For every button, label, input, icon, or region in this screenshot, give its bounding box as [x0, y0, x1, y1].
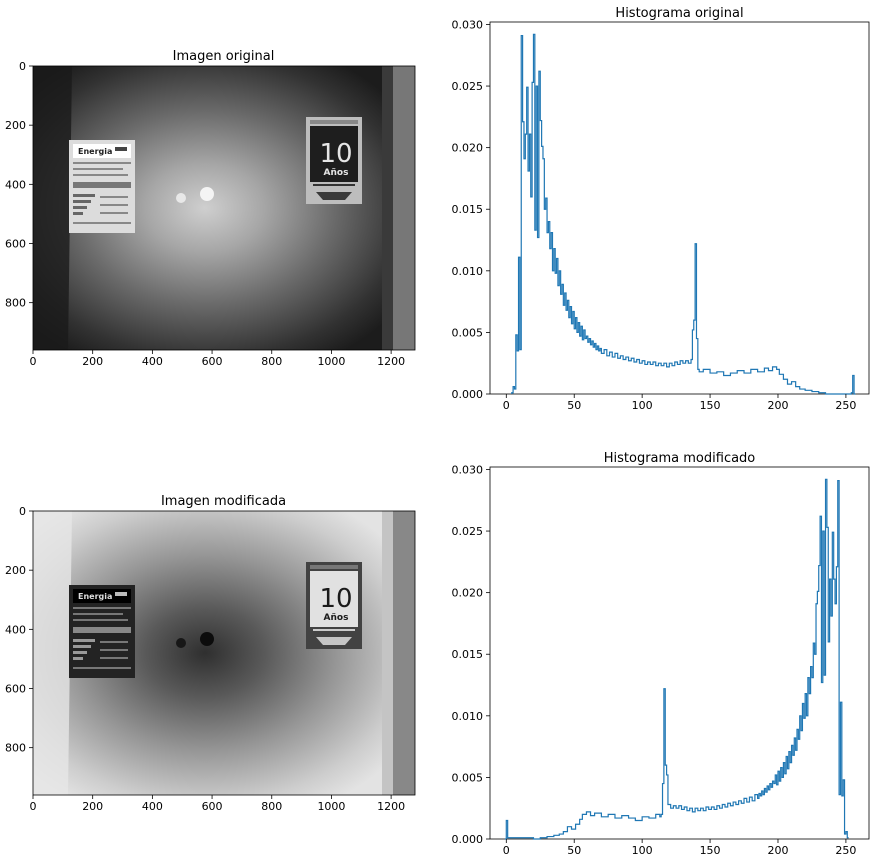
xtick-label: 50: [567, 844, 581, 857]
ytick-label: 0: [19, 60, 26, 73]
xtick-label: 800: [261, 800, 282, 813]
xtick-label: 1000: [317, 800, 345, 813]
xtick-label: 600: [202, 800, 223, 813]
original-image-ticks: 0 200 400 600 800 1000 1200 0 200 400 600 800: [5, 60, 405, 368]
original-histogram-frame: [489, 21, 870, 395]
energy-label-inverted: Energia: [69, 585, 135, 678]
ytick-label: 0: [19, 505, 26, 518]
xtick-label: 250: [835, 844, 856, 857]
xtick-label: 1000: [317, 355, 345, 368]
original-histogram-line: [511, 33, 856, 395]
ytick-label: 0.000: [452, 833, 484, 846]
xtick-label: 250: [835, 399, 856, 412]
modified-histogram-line: [504, 478, 849, 840]
xtick-label: 150: [700, 399, 721, 412]
ytick-label: 600: [5, 238, 26, 251]
svg-text:10: 10: [319, 584, 352, 614]
ytick-label: 0.005: [452, 326, 484, 339]
original-histogram-ticks: 0 50 100 150 200 250 0.000 0.005 0.010 0.015 0.020…: [452, 18, 857, 412]
ytick-label: 0.010: [452, 265, 484, 278]
xtick-label: 1200: [377, 800, 405, 813]
energy-label: Energia: [69, 140, 135, 233]
ytick-label: 600: [5, 683, 26, 696]
ytick-label: 0.025: [452, 80, 484, 93]
ytick-label: 0.030: [452, 18, 484, 31]
modified-image-ticks: 0 200 400 600 800 1000 1200 0 200 400 600 800: [5, 505, 405, 813]
modified-image-frame: [32, 510, 416, 796]
svg-text:Energia: Energia: [78, 147, 112, 156]
ytick-label: 400: [5, 623, 26, 636]
xtick-label: 0: [503, 399, 510, 412]
panel-modified-histogram: Histograma modificado 0 50 100 150 200 250 0.0…: [452, 451, 870, 857]
xtick-label: 200: [767, 844, 788, 857]
xtick-label: 50: [567, 399, 581, 412]
xtick-label: 0: [30, 800, 37, 813]
ytick-label: 0.025: [452, 525, 484, 538]
ytick-label: 400: [5, 178, 26, 191]
ytick-label: 200: [5, 119, 26, 132]
xtick-label: 400: [142, 800, 163, 813]
svg-text:Energia: Energia: [78, 592, 112, 601]
svg-text:Años: Años: [324, 168, 349, 178]
xtick-label: 0: [503, 844, 510, 857]
xtick-label: 200: [82, 800, 103, 813]
xtick-label: 400: [142, 355, 163, 368]
modified-histogram-ticks: 0 50 100 150 200 250 0.000 0.005 0.010 0.015 0.020…: [452, 463, 857, 857]
warranty-sticker: 10 Años: [306, 117, 362, 204]
ytick-label: 0.000: [452, 388, 484, 401]
modified-photo: Energia 10 Años: [33, 511, 415, 795]
ytick-label: 800: [5, 742, 26, 755]
svg-text:Años: Años: [324, 613, 349, 623]
xtick-label: 200: [767, 399, 788, 412]
xtick-label: 100: [632, 844, 653, 857]
original-image-title: Imagen original: [173, 49, 275, 64]
ytick-label: 0.010: [452, 710, 484, 723]
modified-image-title: Imagen modificada: [161, 494, 286, 509]
xtick-label: 800: [261, 355, 282, 368]
ytick-label: 800: [5, 297, 26, 310]
warranty-sticker-inverted: 10 Años: [306, 562, 362, 649]
original-image-frame: [32, 65, 416, 351]
xtick-label: 100: [632, 399, 653, 412]
ytick-label: 0.020: [452, 142, 484, 155]
ytick-label: 0.005: [452, 771, 484, 784]
xtick-label: 150: [700, 844, 721, 857]
panel-original-histogram: Histograma original 0 50 100 150 200 250 0.000…: [452, 6, 870, 412]
ytick-label: 0.015: [452, 648, 484, 661]
ytick-label: 0.020: [452, 587, 484, 600]
modified-histogram-title: Histograma modificado: [604, 451, 756, 466]
xtick-label: 200: [82, 355, 103, 368]
ytick-label: 0.015: [452, 203, 484, 216]
xtick-label: 0: [30, 355, 37, 368]
xtick-label: 600: [202, 355, 223, 368]
ytick-label: 0.030: [452, 463, 484, 476]
original-photo: Energia 10 Años: [33, 66, 415, 350]
ytick-label: 200: [5, 564, 26, 577]
xtick-label: 1200: [377, 355, 405, 368]
original-histogram-title: Histograma original: [615, 6, 743, 21]
panel-original-image: Imagen original Energia: [5, 49, 416, 368]
modified-histogram-frame: [489, 466, 870, 840]
panel-modified-image: Imagen modificada Energia: [5, 494, 416, 813]
svg-text:10: 10: [319, 139, 352, 169]
